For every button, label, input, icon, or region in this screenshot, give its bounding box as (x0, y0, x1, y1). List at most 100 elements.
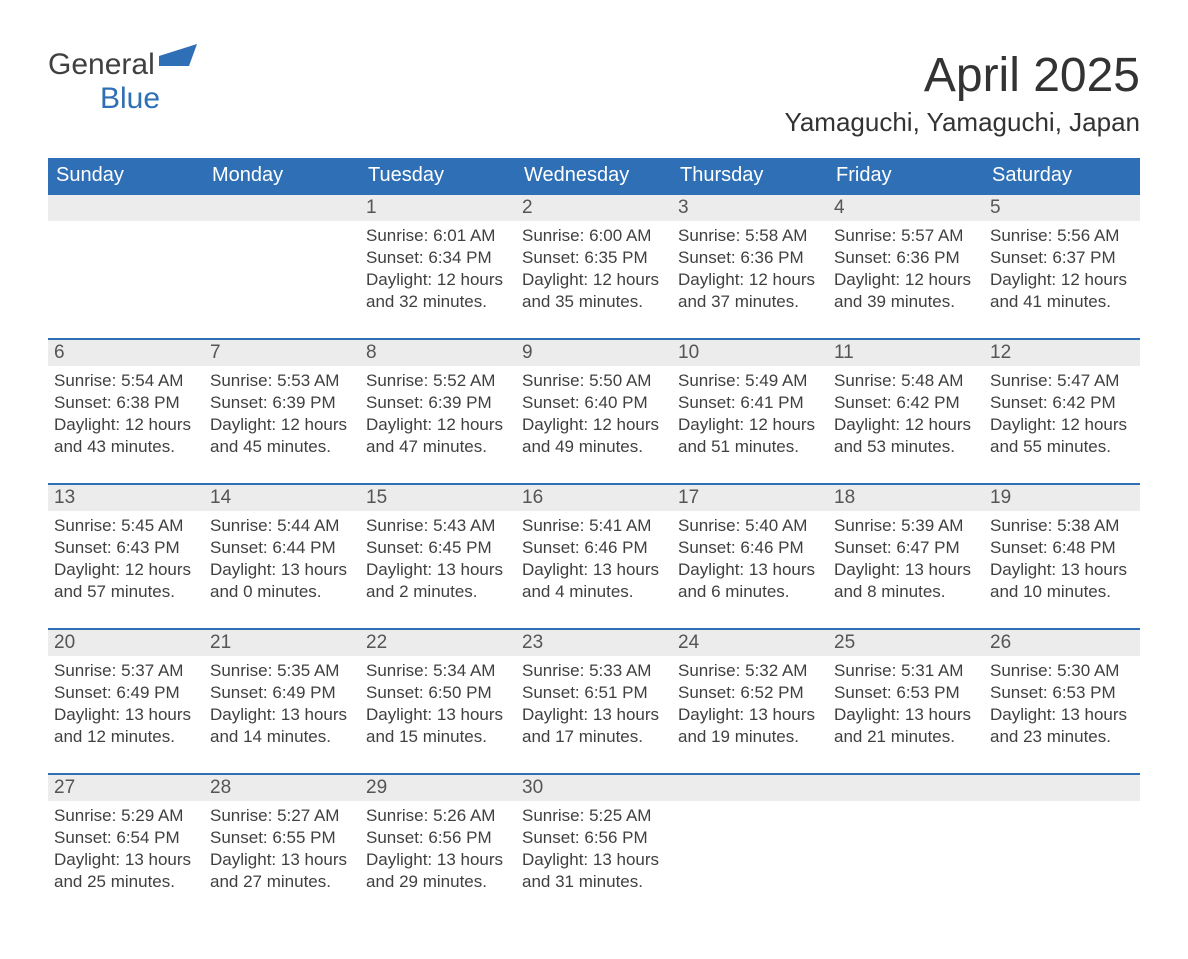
day-number-cell: 20 (48, 629, 204, 656)
sunset-text: Sunset: 6:50 PM (366, 682, 510, 704)
sunset-text: Sunset: 6:35 PM (522, 247, 666, 269)
day-content-cell: Sunrise: 5:34 AMSunset: 6:50 PMDaylight:… (360, 656, 516, 774)
daylight-line2: and 51 minutes. (678, 436, 822, 458)
daylight-line1: Daylight: 13 hours (366, 849, 510, 871)
daylight-line2: and 23 minutes. (990, 726, 1134, 748)
day-content-cell: Sunrise: 5:44 AMSunset: 6:44 PMDaylight:… (204, 511, 360, 629)
sunset-text: Sunset: 6:37 PM (990, 247, 1134, 269)
sunset-text: Sunset: 6:36 PM (678, 247, 822, 269)
sunrise-text: Sunrise: 5:50 AM (522, 370, 666, 392)
sunrise-text: Sunrise: 5:44 AM (210, 515, 354, 537)
sunrise-text: Sunrise: 5:33 AM (522, 660, 666, 682)
day-number-row: 6789101112 (48, 339, 1140, 366)
daylight-line2: and 29 minutes. (366, 871, 510, 893)
day-number-cell: 12 (984, 339, 1140, 366)
daylight-line2: and 49 minutes. (522, 436, 666, 458)
daylight-line1: Daylight: 12 hours (210, 414, 354, 436)
daylight-line1: Daylight: 13 hours (522, 559, 666, 581)
location-subtitle: Yamaguchi, Yamaguchi, Japan (784, 107, 1140, 138)
sunrise-text: Sunrise: 5:39 AM (834, 515, 978, 537)
logo-text-general: General (48, 48, 155, 81)
day-number-cell (828, 774, 984, 801)
daylight-line2: and 2 minutes. (366, 581, 510, 603)
day-content-row: Sunrise: 5:45 AMSunset: 6:43 PMDaylight:… (48, 511, 1140, 629)
daylight-line2: and 53 minutes. (834, 436, 978, 458)
day-content-cell (204, 221, 360, 339)
day-content-cell: Sunrise: 5:54 AMSunset: 6:38 PMDaylight:… (48, 366, 204, 484)
day-number-cell: 16 (516, 484, 672, 511)
day-content-row: Sunrise: 5:29 AMSunset: 6:54 PMDaylight:… (48, 801, 1140, 919)
sunrise-text: Sunrise: 5:35 AM (210, 660, 354, 682)
sunset-text: Sunset: 6:42 PM (990, 392, 1134, 414)
sunrise-text: Sunrise: 5:43 AM (366, 515, 510, 537)
daylight-line2: and 21 minutes. (834, 726, 978, 748)
day-content-cell: Sunrise: 5:45 AMSunset: 6:43 PMDaylight:… (48, 511, 204, 629)
daylight-line2: and 4 minutes. (522, 581, 666, 603)
daylight-line2: and 43 minutes. (54, 436, 198, 458)
sunset-text: Sunset: 6:46 PM (522, 537, 666, 559)
sunrise-text: Sunrise: 5:34 AM (366, 660, 510, 682)
sunrise-text: Sunrise: 5:49 AM (678, 370, 822, 392)
daylight-line2: and 31 minutes. (522, 871, 666, 893)
day-number-row: 12345 (48, 194, 1140, 221)
weekday-header: Friday (828, 158, 984, 194)
day-number-cell: 18 (828, 484, 984, 511)
sunrise-text: Sunrise: 5:40 AM (678, 515, 822, 537)
logo-text-blue: Blue (100, 82, 160, 115)
daylight-line1: Daylight: 12 hours (522, 269, 666, 291)
daylight-line1: Daylight: 13 hours (678, 559, 822, 581)
day-content-cell: Sunrise: 5:30 AMSunset: 6:53 PMDaylight:… (984, 656, 1140, 774)
sunrise-text: Sunrise: 5:53 AM (210, 370, 354, 392)
day-content-cell (48, 221, 204, 339)
weekday-header: Thursday (672, 158, 828, 194)
sunrise-text: Sunrise: 5:32 AM (678, 660, 822, 682)
day-number-cell: 28 (204, 774, 360, 801)
daylight-line1: Daylight: 13 hours (366, 704, 510, 726)
sunset-text: Sunset: 6:53 PM (834, 682, 978, 704)
sunset-text: Sunset: 6:47 PM (834, 537, 978, 559)
sunset-text: Sunset: 6:39 PM (210, 392, 354, 414)
day-number-cell: 6 (48, 339, 204, 366)
day-content-cell: Sunrise: 5:56 AMSunset: 6:37 PMDaylight:… (984, 221, 1140, 339)
day-number-cell: 24 (672, 629, 828, 656)
daylight-line1: Daylight: 13 hours (678, 704, 822, 726)
day-content-cell: Sunrise: 5:41 AMSunset: 6:46 PMDaylight:… (516, 511, 672, 629)
day-number-cell: 27 (48, 774, 204, 801)
daylight-line2: and 15 minutes. (366, 726, 510, 748)
day-content-cell: Sunrise: 5:39 AMSunset: 6:47 PMDaylight:… (828, 511, 984, 629)
daylight-line1: Daylight: 12 hours (990, 414, 1134, 436)
daylight-line1: Daylight: 13 hours (522, 849, 666, 871)
daylight-line1: Daylight: 13 hours (54, 849, 198, 871)
daylight-line1: Daylight: 12 hours (678, 414, 822, 436)
sunset-text: Sunset: 6:45 PM (366, 537, 510, 559)
daylight-line1: Daylight: 12 hours (522, 414, 666, 436)
sunrise-text: Sunrise: 5:52 AM (366, 370, 510, 392)
day-number-cell: 23 (516, 629, 672, 656)
day-content-cell: Sunrise: 5:47 AMSunset: 6:42 PMDaylight:… (984, 366, 1140, 484)
day-number-cell: 21 (204, 629, 360, 656)
day-number-cell: 2 (516, 194, 672, 221)
day-content-cell (672, 801, 828, 919)
day-number-cell (48, 194, 204, 221)
sunrise-text: Sunrise: 5:56 AM (990, 225, 1134, 247)
daylight-line1: Daylight: 12 hours (366, 269, 510, 291)
sunset-text: Sunset: 6:49 PM (54, 682, 198, 704)
sunrise-text: Sunrise: 5:27 AM (210, 805, 354, 827)
day-number-cell: 17 (672, 484, 828, 511)
sunrise-text: Sunrise: 5:41 AM (522, 515, 666, 537)
daylight-line2: and 45 minutes. (210, 436, 354, 458)
sunset-text: Sunset: 6:56 PM (366, 827, 510, 849)
day-content-cell: Sunrise: 5:35 AMSunset: 6:49 PMDaylight:… (204, 656, 360, 774)
day-number-cell (672, 774, 828, 801)
sunrise-text: Sunrise: 6:00 AM (522, 225, 666, 247)
weekday-header: Monday (204, 158, 360, 194)
day-number-cell (984, 774, 1140, 801)
day-number-cell: 11 (828, 339, 984, 366)
sunset-text: Sunset: 6:56 PM (522, 827, 666, 849)
daylight-line2: and 14 minutes. (210, 726, 354, 748)
daylight-line1: Daylight: 13 hours (210, 559, 354, 581)
daylight-line2: and 10 minutes. (990, 581, 1134, 603)
sunrise-text: Sunrise: 5:38 AM (990, 515, 1134, 537)
weekday-header-row: SundayMondayTuesdayWednesdayThursdayFrid… (48, 158, 1140, 194)
day-number-row: 20212223242526 (48, 629, 1140, 656)
